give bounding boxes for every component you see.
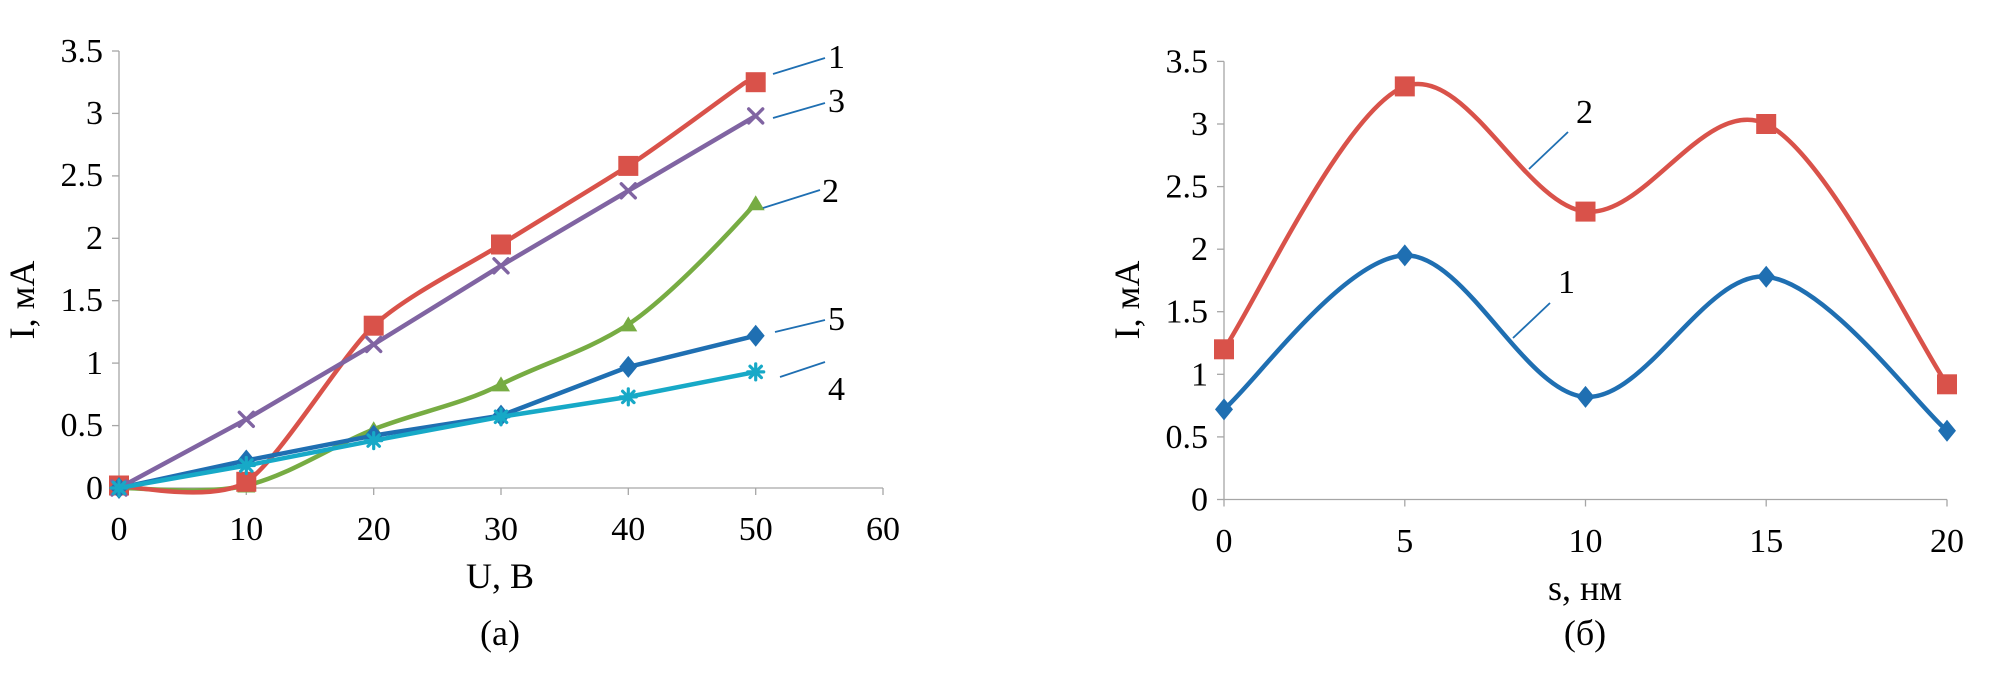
- svg-text:3.5: 3.5: [1166, 43, 1209, 80]
- svg-text:60: 60: [866, 511, 900, 548]
- svg-text:4: 4: [828, 371, 845, 408]
- svg-text:1.5: 1.5: [1166, 294, 1209, 331]
- svg-text:1: 1: [1191, 356, 1208, 393]
- svg-text:0: 0: [111, 511, 128, 548]
- svg-text:0: 0: [86, 470, 103, 507]
- svg-text:(а): (а): [480, 613, 520, 653]
- svg-text:20: 20: [1930, 523, 1964, 560]
- svg-text:1: 1: [86, 345, 103, 382]
- svg-text:10: 10: [1569, 523, 1603, 560]
- svg-text:3.5: 3.5: [61, 33, 104, 70]
- svg-text:3: 3: [828, 83, 845, 120]
- svg-text:0: 0: [1216, 523, 1233, 560]
- svg-text:5: 5: [828, 301, 845, 338]
- svg-text:I, мА: I, мА: [2, 261, 42, 340]
- svg-text:U, В: U, В: [466, 556, 534, 596]
- svg-text:0.5: 0.5: [1166, 419, 1209, 456]
- svg-text:2: 2: [1576, 94, 1593, 131]
- svg-text:I, мА: I, мА: [1107, 261, 1147, 340]
- svg-text:2: 2: [822, 173, 839, 210]
- svg-text:1: 1: [828, 39, 845, 76]
- svg-text:s, нм: s, нм: [1548, 568, 1622, 608]
- svg-text:3: 3: [86, 95, 103, 132]
- svg-text:50: 50: [739, 511, 773, 548]
- svg-text:5: 5: [1396, 523, 1413, 560]
- svg-text:(б): (б): [1564, 613, 1606, 653]
- svg-text:2.5: 2.5: [61, 157, 104, 194]
- svg-text:2.5: 2.5: [1166, 169, 1209, 206]
- svg-text:40: 40: [611, 511, 645, 548]
- svg-text:0: 0: [1191, 482, 1208, 519]
- svg-text:10: 10: [229, 511, 263, 548]
- svg-text:0.5: 0.5: [61, 407, 104, 444]
- svg-text:2: 2: [86, 220, 103, 257]
- svg-text:1.5: 1.5: [61, 282, 104, 319]
- svg-text:15: 15: [1749, 523, 1783, 560]
- svg-text:30: 30: [484, 511, 518, 548]
- svg-text:1: 1: [1558, 264, 1575, 301]
- svg-text:2: 2: [1191, 231, 1208, 268]
- svg-text:3: 3: [1191, 106, 1208, 143]
- svg-text:20: 20: [357, 511, 391, 548]
